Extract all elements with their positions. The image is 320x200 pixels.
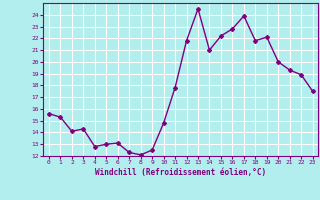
X-axis label: Windchill (Refroidissement éolien,°C): Windchill (Refroidissement éolien,°C) — [95, 168, 266, 177]
